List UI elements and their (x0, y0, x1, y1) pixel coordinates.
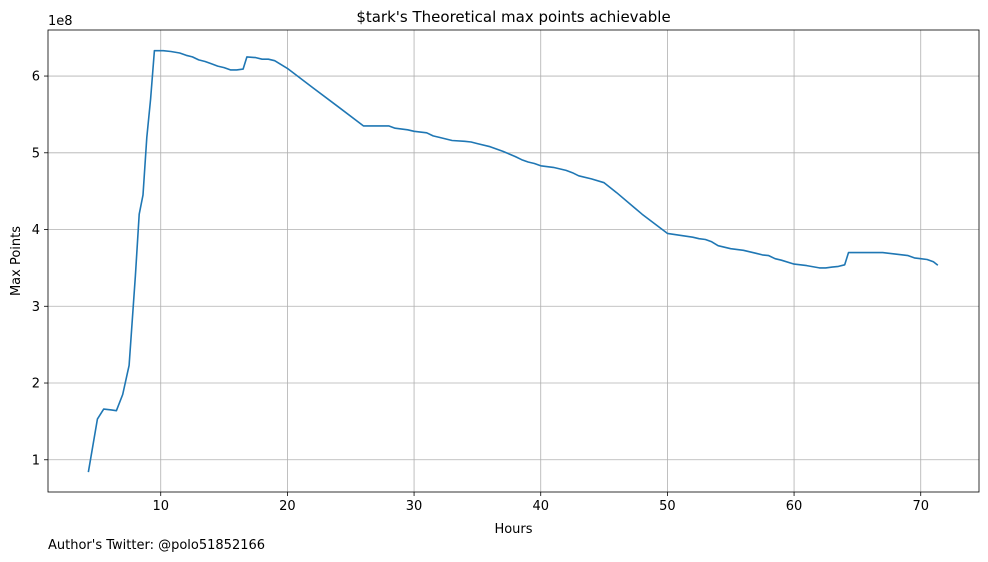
y-tick-label: 3 (32, 300, 40, 315)
grid-lines (48, 30, 979, 492)
x-tick-label: 10 (152, 499, 169, 514)
author-credit: Author's Twitter: @polo51852166 (48, 538, 266, 553)
plot-frame (47, 29, 980, 493)
y-tick-label: 2 (32, 377, 40, 392)
y-tick-label: 1 (32, 453, 40, 468)
x-tick-label: 30 (406, 499, 423, 514)
x-tick-label: 70 (912, 499, 929, 514)
y-tick-label: 5 (32, 146, 40, 161)
x-tick-label: 40 (532, 499, 549, 514)
x-tick-label: 20 (279, 499, 296, 514)
chart-title: $tark's Theoretical max points achievabl… (356, 8, 670, 26)
x-tick-label: 50 (659, 499, 676, 514)
x-axis-label: Hours (494, 522, 532, 537)
y-axis-label: Max Points (9, 226, 24, 296)
x-tick-label: 60 (786, 499, 803, 514)
x-axis-ticks: 10 20 30 40 50 60 70 (152, 492, 929, 514)
series-line (87, 49, 939, 473)
y-tick-label: 6 (32, 70, 40, 85)
y-axis-ticks: 1 2 3 4 5 6 (32, 70, 48, 468)
y-tick-label: 4 (32, 223, 40, 238)
y-axis-offset-label: 1e8 (48, 14, 73, 29)
